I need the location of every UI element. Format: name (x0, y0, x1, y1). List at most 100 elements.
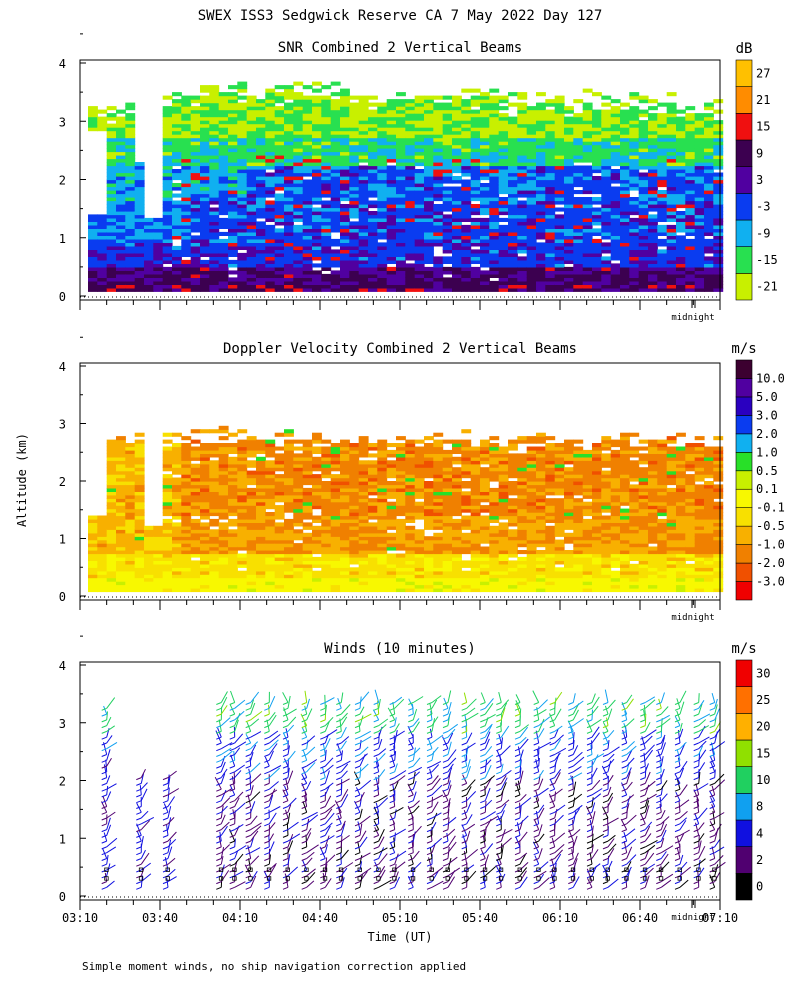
snr-cell (620, 224, 630, 229)
doppler-cell (190, 512, 201, 517)
snr-cell (274, 207, 285, 212)
snr-cell (321, 207, 332, 212)
snr-cell (368, 127, 378, 132)
snr-cell (181, 204, 192, 209)
doppler-cell (293, 560, 304, 565)
snr-cell (321, 263, 332, 268)
snr-cell (470, 148, 481, 153)
doppler-cell (246, 498, 257, 503)
snr-cell (405, 130, 416, 135)
doppler-cell (246, 470, 257, 475)
doppler-cell (116, 467, 126, 472)
doppler-cell (106, 446, 117, 451)
snr-cell (648, 217, 658, 222)
snr-cell (246, 228, 257, 233)
snr-cell (694, 137, 705, 142)
doppler-cell (218, 546, 229, 551)
doppler-cell (116, 439, 126, 444)
snr-cell (97, 123, 108, 128)
snr-cell (190, 116, 201, 121)
doppler-cell (302, 474, 313, 479)
snr-cell (349, 141, 360, 146)
snr-cell (629, 130, 640, 135)
snr-cell (508, 197, 518, 202)
doppler-cell (200, 453, 210, 458)
snr-cell (396, 113, 406, 118)
snr-cell (610, 252, 621, 257)
doppler-cell (414, 553, 425, 558)
doppler-cell (256, 439, 266, 444)
doppler-cell (200, 443, 210, 448)
snr-cell (489, 137, 500, 142)
snr-cell (517, 273, 528, 278)
snr-cell (545, 266, 556, 271)
doppler-cell (377, 446, 388, 451)
doppler-cell (190, 494, 201, 499)
doppler-cell (340, 463, 350, 468)
snr-cell (526, 277, 537, 282)
doppler-cell (181, 584, 192, 589)
snr-cell (424, 193, 434, 198)
snr-cell (125, 134, 136, 139)
doppler-cell (284, 484, 294, 489)
snr-cell (414, 151, 425, 156)
snr-cell (284, 88, 294, 93)
snr-cell (433, 214, 444, 219)
snr-cell (405, 249, 416, 254)
doppler-cell (246, 463, 257, 468)
snr-cell (582, 235, 593, 240)
doppler-cell (246, 512, 257, 517)
doppler-cell (414, 508, 425, 513)
snr-cell (676, 245, 686, 250)
snr-cell (349, 221, 360, 226)
snr-cell (461, 256, 472, 261)
snr-cell (620, 214, 630, 219)
snr-cell (172, 134, 182, 139)
doppler-cell (200, 588, 210, 593)
doppler-cell (368, 491, 378, 496)
doppler-cell (377, 481, 388, 486)
doppler-cell (125, 481, 136, 486)
snr-cell (218, 284, 229, 289)
snr-cell (172, 155, 182, 160)
snr-cell (638, 123, 649, 128)
doppler-cell (414, 563, 425, 568)
doppler-cell (312, 584, 322, 589)
snr-cell (666, 179, 677, 184)
doppler-cell (284, 456, 294, 461)
doppler-cell (312, 494, 322, 499)
snr-cell (592, 158, 602, 163)
snr-cell (461, 144, 472, 149)
snr-cell (181, 242, 192, 247)
doppler-cell (396, 525, 406, 530)
colorbar-swatch (735, 246, 753, 274)
snr-cell (414, 155, 425, 160)
snr-cell (713, 221, 724, 226)
snr-cell (470, 130, 481, 135)
snr-cell (349, 228, 360, 233)
snr-cell (489, 190, 500, 195)
snr-cell (545, 141, 556, 146)
snr-cell (517, 204, 528, 209)
snr-cell (573, 183, 584, 188)
snr-cell (405, 155, 416, 160)
snr-cell (704, 238, 714, 243)
doppler-cell (321, 515, 332, 520)
snr-cell (545, 197, 556, 202)
snr-cell (461, 224, 472, 229)
snr-cell (256, 235, 266, 240)
snr-cell (116, 284, 126, 289)
snr-cell (694, 224, 705, 229)
snr-cell (330, 211, 341, 216)
snr-cell (554, 130, 565, 135)
doppler-cell (125, 532, 136, 537)
snr-cell (461, 116, 472, 121)
snr-cell (321, 235, 332, 240)
snr-cell (433, 266, 444, 271)
doppler-cell (209, 539, 220, 544)
snr-cell (517, 120, 528, 125)
snr-cell (312, 207, 322, 212)
snr-cell (536, 256, 546, 261)
snr-cell (648, 287, 658, 292)
doppler-cell (340, 584, 350, 589)
